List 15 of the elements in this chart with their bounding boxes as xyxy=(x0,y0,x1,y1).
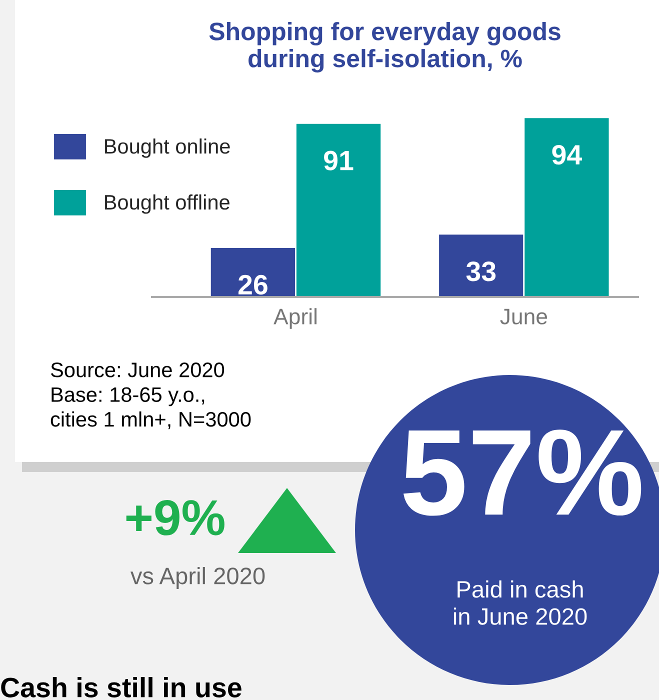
legend-label: Bought online xyxy=(105,138,230,158)
data-label: 94 xyxy=(552,145,582,165)
text: 57% xyxy=(403,430,642,516)
data-label: 33 xyxy=(466,262,496,282)
text: +9% xyxy=(126,500,224,536)
source-note: Source: June 2020 Base: 18-65 y.o., cities 1 mln+, N=3000 xyxy=(50,362,251,430)
legend-label: Bought offline xyxy=(105,194,230,214)
text: vs April 2020 xyxy=(130,566,265,590)
x-tick-label: April xyxy=(274,308,316,329)
data-label: 26 xyxy=(238,274,268,295)
text: Paid in cash in June 2020 xyxy=(454,580,587,625)
x-tick-label: June xyxy=(500,308,548,324)
text: Cash is still in use xyxy=(1,677,242,698)
chart-title: Shopping for everyday goods during self-isolation, % xyxy=(209,22,560,72)
data-label: 91 xyxy=(324,150,354,170)
